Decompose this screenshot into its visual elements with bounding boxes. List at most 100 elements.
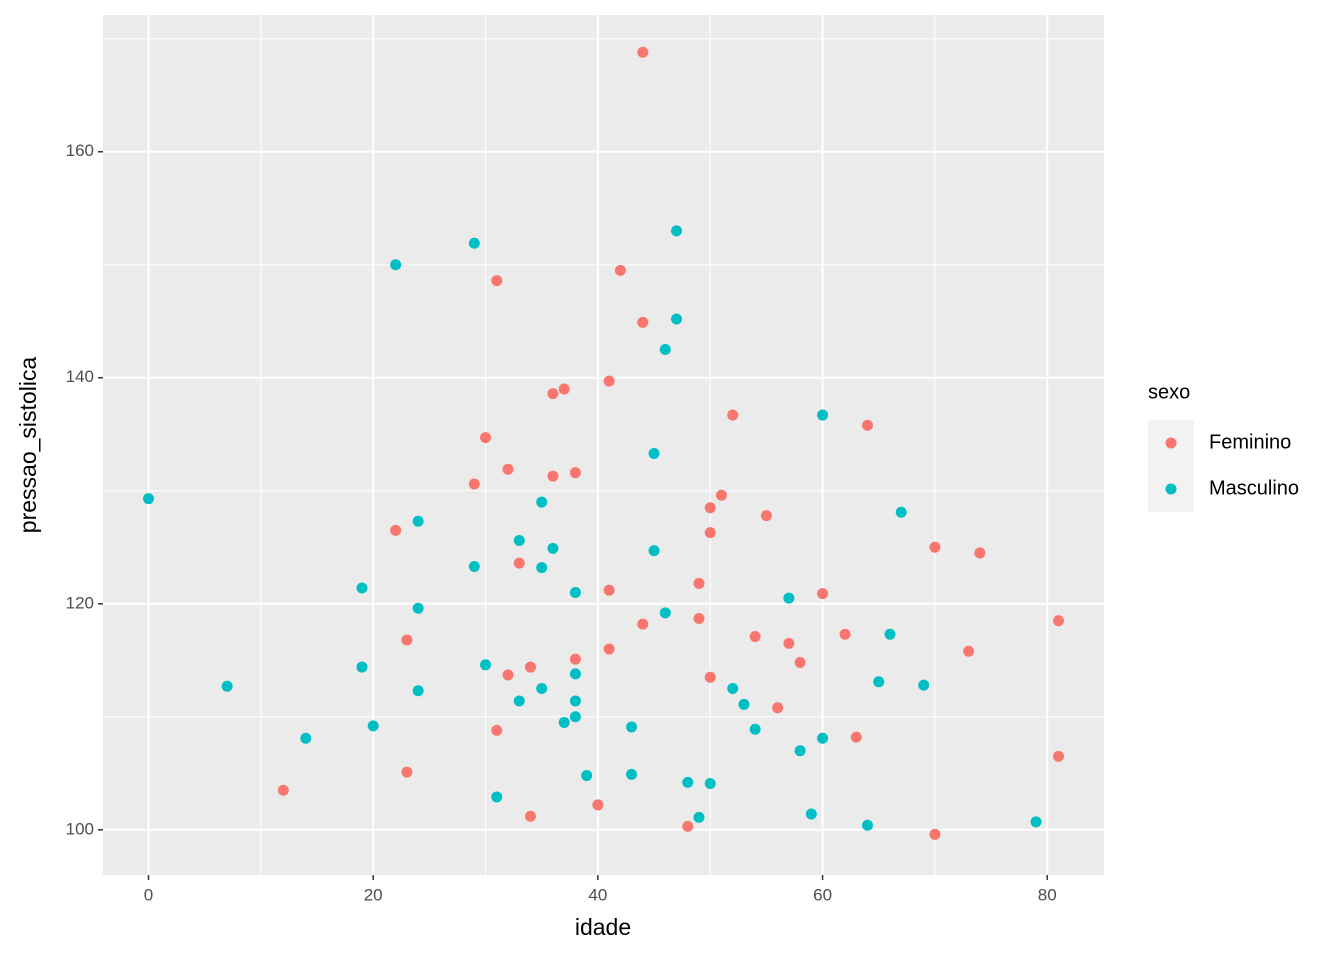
point — [536, 562, 548, 574]
point — [603, 375, 615, 387]
point — [648, 447, 660, 459]
point — [727, 409, 739, 421]
point — [536, 496, 548, 508]
point — [536, 683, 548, 695]
point — [513, 557, 525, 569]
point — [390, 259, 402, 271]
point — [783, 637, 795, 649]
x-axis-title: idade — [575, 914, 631, 940]
point — [862, 419, 874, 431]
point — [760, 510, 772, 522]
point — [569, 711, 581, 723]
point — [749, 723, 761, 735]
point — [693, 612, 705, 624]
point — [817, 732, 829, 744]
point — [513, 695, 525, 707]
point — [502, 669, 514, 681]
point — [704, 777, 716, 789]
legend-key-background — [1148, 420, 1194, 512]
point — [412, 515, 424, 527]
point — [974, 547, 986, 559]
point — [569, 653, 581, 665]
point — [659, 344, 671, 356]
point — [569, 668, 581, 680]
point — [277, 784, 289, 796]
y-tick-label: 140 — [66, 367, 94, 386]
point — [693, 577, 705, 589]
point — [547, 470, 559, 482]
point — [491, 275, 503, 287]
point — [817, 409, 829, 421]
point — [637, 618, 649, 630]
point — [918, 679, 930, 691]
point — [693, 811, 705, 823]
point — [839, 628, 851, 640]
x-tick-label: 20 — [364, 885, 383, 904]
point — [794, 657, 806, 669]
point — [491, 791, 503, 803]
point — [300, 732, 312, 744]
point — [480, 659, 492, 671]
point — [491, 724, 503, 736]
point — [468, 478, 480, 490]
point — [569, 467, 581, 479]
x-tick-label: 40 — [588, 885, 607, 904]
point — [727, 683, 739, 695]
point — [783, 592, 795, 604]
y-tick-label: 120 — [66, 593, 94, 612]
point — [558, 383, 570, 395]
point — [581, 770, 593, 782]
point — [704, 502, 716, 514]
point — [895, 506, 907, 518]
point — [648, 545, 660, 557]
point — [524, 810, 536, 822]
legend-label: Feminino — [1209, 431, 1291, 453]
point — [884, 628, 896, 640]
y-tick-label: 100 — [66, 819, 94, 838]
point — [1053, 750, 1064, 762]
point — [794, 745, 806, 757]
point — [513, 534, 525, 546]
point — [221, 680, 233, 692]
legend-title: sexo — [1148, 381, 1190, 403]
point — [468, 237, 480, 249]
panel — [103, 15, 1104, 875]
point — [603, 643, 615, 655]
point — [749, 631, 761, 643]
x-tick-label: 0 — [144, 885, 153, 904]
point — [614, 264, 626, 276]
point — [401, 634, 413, 646]
point — [873, 676, 885, 688]
legend-key — [1165, 483, 1177, 495]
x-tick-label: 60 — [813, 885, 832, 904]
point — [1053, 615, 1064, 627]
point — [850, 731, 862, 743]
point — [502, 463, 514, 475]
point — [412, 685, 424, 697]
point — [637, 316, 649, 328]
point — [704, 527, 716, 539]
point — [569, 586, 581, 598]
point — [929, 541, 941, 553]
point — [558, 716, 570, 728]
point — [1030, 816, 1042, 828]
point — [367, 720, 379, 732]
point — [592, 799, 604, 811]
point — [390, 524, 402, 536]
point — [817, 588, 829, 600]
legend-label: Masculino — [1209, 477, 1299, 499]
point — [143, 493, 154, 505]
point — [401, 766, 413, 778]
point — [356, 582, 368, 594]
point — [603, 584, 615, 596]
point — [682, 820, 694, 832]
point — [637, 46, 649, 58]
point — [412, 602, 424, 614]
point — [671, 313, 683, 325]
point — [862, 819, 874, 831]
point — [480, 432, 492, 444]
x-tick-label: 80 — [1038, 885, 1057, 904]
point — [738, 698, 750, 710]
point — [626, 721, 638, 733]
